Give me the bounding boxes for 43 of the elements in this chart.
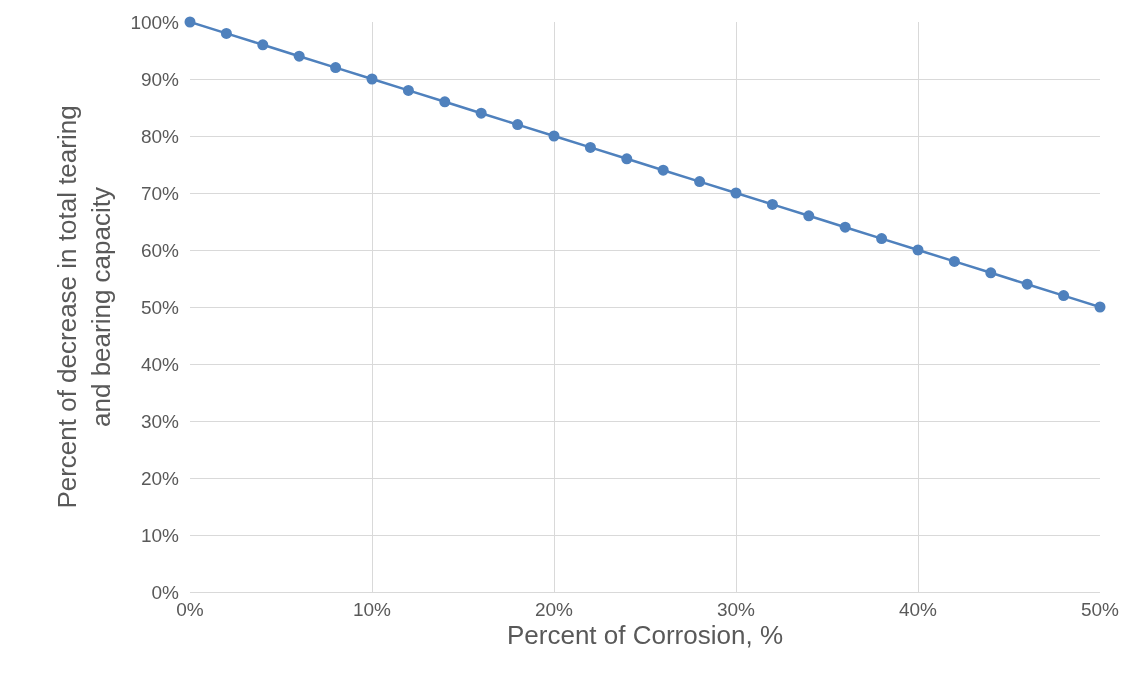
point: [402, 84, 414, 96]
y-tick-label: 40%: [140, 353, 180, 375]
x-axis-title: Percent of Corrosion, %: [506, 619, 784, 650]
point: [1058, 290, 1070, 302]
x-tick-label: 40%: [898, 598, 938, 620]
point: [439, 96, 451, 108]
y-tick-label: 70%: [140, 182, 180, 204]
y-tick-label: 30%: [140, 410, 180, 432]
point: [657, 164, 669, 176]
point: [1094, 301, 1106, 313]
point: [694, 176, 706, 188]
y-tick-label: 100%: [130, 11, 180, 33]
y-tick-label: 90%: [140, 68, 180, 90]
point: [293, 50, 305, 62]
y-axis-title: Percent of decrease in total tearing and bearing capacity: [51, 105, 116, 509]
y-tick-label: 10%: [140, 524, 180, 546]
point: [621, 153, 633, 165]
point: [803, 210, 815, 222]
point: [184, 16, 196, 28]
point: [512, 119, 524, 131]
point: [548, 130, 560, 142]
x-tick-label: 50%: [1080, 598, 1120, 620]
y-tick-label: 60%: [140, 239, 180, 261]
x-tick-label: 30%: [716, 598, 756, 620]
point: [730, 187, 742, 199]
point: [475, 107, 487, 119]
y-tick-label: 50%: [140, 296, 180, 318]
point: [330, 62, 342, 74]
y-tick-label: 20%: [140, 467, 180, 489]
point: [257, 39, 269, 51]
point: [220, 27, 232, 39]
point: [839, 221, 851, 233]
x-tick-label: 20%: [534, 598, 574, 620]
x-tick-label: 10%: [352, 598, 392, 620]
point: [912, 244, 924, 256]
point: [1021, 278, 1033, 290]
point: [766, 198, 778, 210]
point: [366, 73, 378, 85]
point: [876, 233, 888, 245]
y-tick-label: 80%: [140, 125, 180, 147]
point: [948, 255, 960, 267]
point: [584, 141, 596, 153]
point: [985, 267, 997, 279]
